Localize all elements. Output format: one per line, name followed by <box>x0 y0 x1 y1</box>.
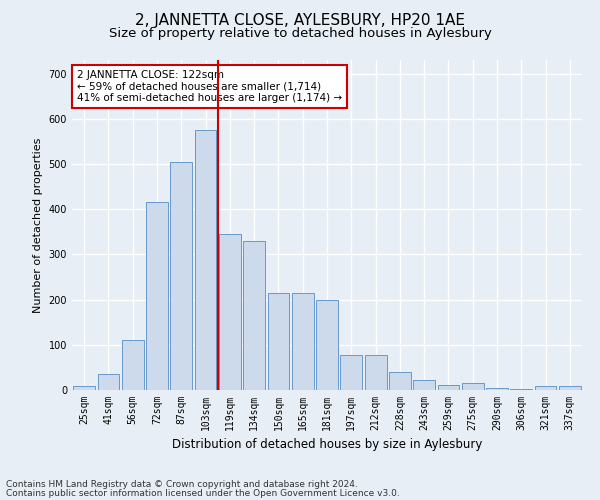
Bar <box>73 386 95 390</box>
Y-axis label: Number of detached properties: Number of detached properties <box>33 138 43 312</box>
Bar <box>219 234 241 390</box>
Bar <box>462 383 484 390</box>
Bar <box>292 293 314 390</box>
Text: 2 JANNETTA CLOSE: 122sqm
← 59% of detached houses are smaller (1,714)
41% of sem: 2 JANNETTA CLOSE: 122sqm ← 59% of detach… <box>77 70 342 103</box>
Bar <box>268 293 289 390</box>
Text: Contains HM Land Registry data © Crown copyright and database right 2024.: Contains HM Land Registry data © Crown c… <box>6 480 358 489</box>
Bar <box>535 386 556 390</box>
Bar <box>413 380 435 390</box>
Bar <box>316 300 338 390</box>
Bar <box>365 354 386 390</box>
Bar <box>559 386 581 390</box>
Bar <box>486 388 508 390</box>
Text: Size of property relative to detached houses in Aylesbury: Size of property relative to detached ho… <box>109 28 491 40</box>
Bar <box>122 340 143 390</box>
Bar <box>389 372 411 390</box>
Bar <box>437 384 460 390</box>
Bar <box>340 354 362 390</box>
X-axis label: Distribution of detached houses by size in Aylesbury: Distribution of detached houses by size … <box>172 438 482 452</box>
Bar <box>511 389 532 390</box>
Text: Contains public sector information licensed under the Open Government Licence v3: Contains public sector information licen… <box>6 489 400 498</box>
Bar <box>243 241 265 390</box>
Bar <box>146 202 168 390</box>
Bar <box>97 374 119 390</box>
Bar <box>194 130 217 390</box>
Text: 2, JANNETTA CLOSE, AYLESBURY, HP20 1AE: 2, JANNETTA CLOSE, AYLESBURY, HP20 1AE <box>135 12 465 28</box>
Bar <box>170 162 192 390</box>
